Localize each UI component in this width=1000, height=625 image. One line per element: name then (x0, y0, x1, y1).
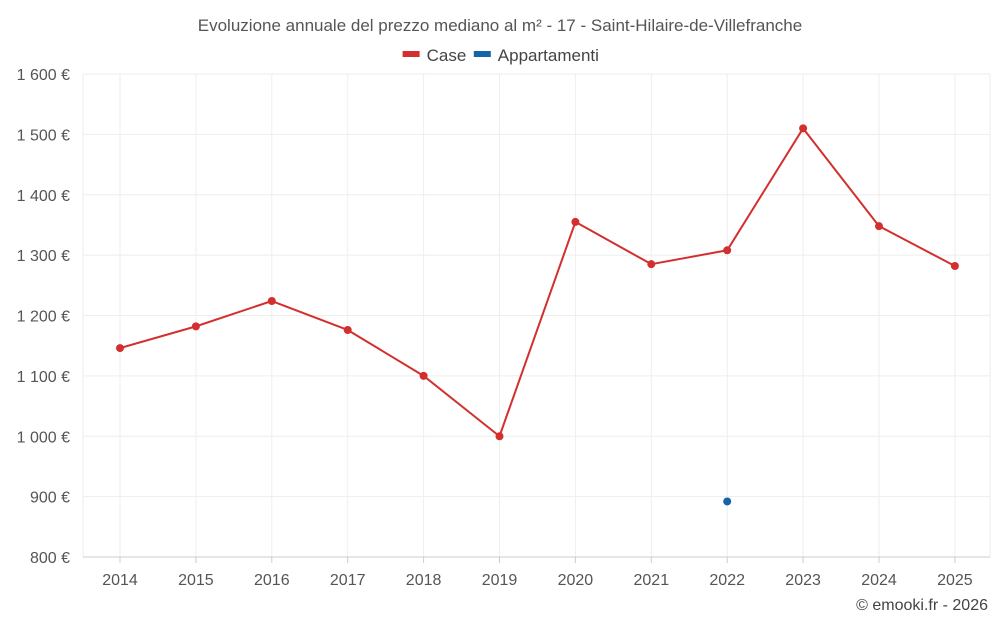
data-point-case (191, 322, 200, 331)
data-point-case (343, 325, 352, 334)
x-tick-label: 2025 (937, 572, 973, 589)
x-tick-label: 2018 (406, 572, 442, 589)
legend-label: Appartamenti (498, 46, 599, 65)
y-tick-label: 1 000 € (17, 429, 70, 446)
x-tick-label: 2021 (634, 572, 670, 589)
series-layer (116, 124, 959, 506)
y-tick-label: 800 € (30, 550, 70, 567)
data-point-case (723, 246, 732, 255)
data-point-appartamenti (723, 497, 732, 506)
legend-swatch (402, 51, 420, 57)
data-point-case (267, 297, 276, 306)
data-point-case (799, 124, 808, 133)
x-tick-label: 2024 (861, 572, 897, 589)
y-tick-label: 1 400 € (17, 188, 70, 205)
y-tick-label: 1 600 € (17, 67, 70, 84)
y-tick-label: 1 100 € (17, 369, 70, 386)
data-point-case (116, 344, 124, 353)
series-line-case (119, 127, 956, 438)
data-point-case (419, 371, 428, 380)
x-tick-label: 2023 (785, 572, 821, 589)
y-tick-label: 1 200 € (17, 309, 70, 326)
chart-title: Evoluzione annuale del prezzo mediano al… (198, 16, 802, 35)
x-tick-label: 2017 (330, 572, 366, 589)
y-tick-label: 1 500 € (17, 127, 70, 144)
legend-item-appartamenti[interactable]: Appartamenti (473, 46, 599, 65)
x-tick-label: 2019 (482, 572, 518, 589)
data-point-case (571, 217, 580, 226)
legend-item-case[interactable]: Case (402, 46, 467, 65)
legend-label: Case (427, 46, 467, 65)
axes: 800 € 900 € 1 000 € 1 100 € 1 200 € 1 300 € 1 … (17, 67, 990, 589)
x-tick-label: 2016 (254, 572, 290, 589)
footer-credit: © emooki.fr - 2026 (856, 597, 988, 614)
x-tick-label: 2022 (709, 572, 745, 589)
x-tick-label: 2015 (178, 572, 214, 589)
legend-swatch (473, 51, 491, 57)
x-tick-label: 2020 (558, 572, 594, 589)
grid-lines (82, 73, 991, 557)
x-tick-label: 2014 (102, 572, 138, 589)
legend[interactable]: Case Appartamenti (402, 46, 599, 65)
data-point-case (875, 222, 883, 231)
data-point-case (950, 261, 959, 270)
y-tick-label: 900 € (30, 490, 70, 507)
data-point-case (647, 260, 656, 269)
y-tick-label: 1 300 € (17, 248, 70, 265)
data-point-case (495, 432, 504, 441)
